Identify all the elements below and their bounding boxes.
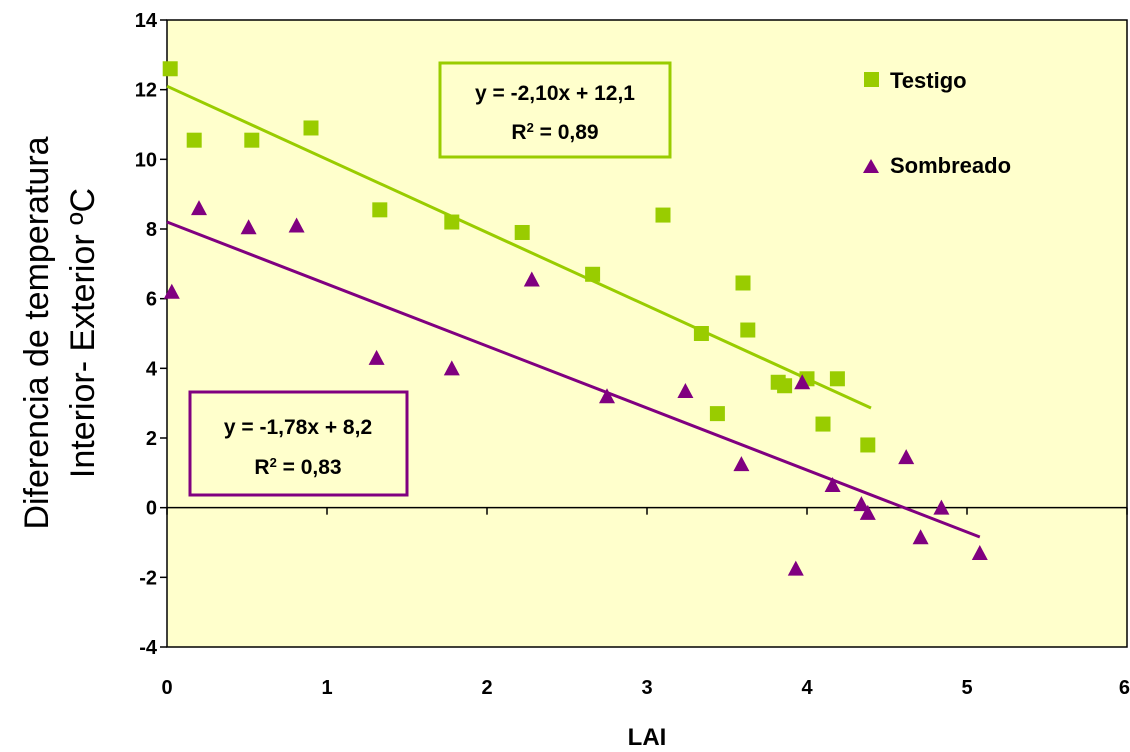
- point-testigo: [815, 416, 831, 432]
- point-testigo: [740, 322, 756, 338]
- trendline-testigo: [166, 84, 872, 410]
- point-testigo: [777, 378, 793, 394]
- y-tick-label: -2: [139, 567, 157, 589]
- legend-label-sombreado: Sombreado: [890, 153, 1011, 178]
- x-tick-label: 5: [961, 677, 972, 699]
- y-tick-label: -4: [139, 637, 158, 659]
- point-sombreado: [853, 496, 870, 512]
- equation-box-sombreado: y = -1,78x + 8,2 R2 = 0,83: [188, 390, 409, 497]
- point-sombreado: [191, 200, 207, 216]
- point-testigo: [735, 275, 751, 291]
- y-axis-title-line-1: Diferencia de temperatura: [18, 136, 56, 529]
- legend-label-testigo: Testigo: [890, 68, 967, 93]
- point-testigo: [186, 132, 202, 148]
- point-sombreado: [859, 504, 876, 520]
- point-sombreado: [288, 217, 305, 233]
- x-tick-label: 4: [801, 677, 813, 699]
- point-sombreado: [933, 499, 950, 515]
- point-sombreado: [787, 560, 804, 576]
- point-sombreado: [677, 382, 694, 398]
- point-testigo: [655, 207, 671, 223]
- equation-testigo: y = -2,10x + 12,1: [475, 82, 635, 105]
- x-axis-ticks: 0 1 2 3 4 5 6: [161, 507, 1130, 699]
- data-points: [162, 61, 988, 576]
- y-tick-label: 10: [135, 149, 157, 171]
- point-testigo: [860, 437, 876, 453]
- y-tick-label: 14: [135, 10, 158, 32]
- y-axis-ticks: -4 -2 0 2 4 6 8 10 12 14: [135, 10, 167, 659]
- point-testigo: [829, 371, 845, 387]
- x-tick-label: 0: [161, 677, 172, 699]
- point-testigo: [585, 266, 601, 282]
- point-sombreado: [599, 388, 615, 404]
- point-sombreado: [971, 544, 988, 560]
- y-tick-label: 6: [146, 289, 157, 311]
- x-tick-label: 3: [641, 677, 652, 699]
- y-tick-label: 2: [146, 428, 157, 450]
- legend: Testigo Sombreado: [863, 68, 1011, 178]
- point-sombreado: [523, 271, 540, 287]
- x-tick-label: 6: [1119, 677, 1130, 699]
- point-sombreado: [163, 283, 180, 299]
- point-sombreado: [368, 349, 385, 365]
- point-testigo: [162, 61, 178, 77]
- point-sombreado: [824, 477, 841, 493]
- plot-area: [166, 19, 1128, 648]
- point-testigo: [693, 326, 709, 341]
- point-testigo: [372, 202, 388, 218]
- x-tick-label: 1: [321, 677, 332, 699]
- y-axis-title-line-2: Interior- Exterior ºC: [64, 188, 102, 478]
- point-sombreado: [794, 374, 811, 390]
- point-sombreado: [240, 219, 257, 235]
- r2-sombreado: R2 = 0,83: [254, 455, 341, 480]
- point-sombreado: [898, 449, 915, 465]
- y-tick-label: 4: [146, 358, 158, 380]
- equation-box-testigo: y = -2,10x + 12,1 R2 = 0,89: [438, 61, 672, 159]
- equation-sombreado: y = -1,78x + 8,2: [224, 416, 372, 439]
- trendlines: [166, 84, 981, 539]
- y-axis-title: Diferencia de temperatura Interior- Exte…: [18, 136, 102, 529]
- y-tick-label: 12: [135, 80, 157, 102]
- y-tick-label: 8: [146, 219, 157, 241]
- y-tick-label: 0: [146, 498, 157, 520]
- point-testigo: [244, 132, 260, 148]
- legend-marker-testigo: [864, 72, 879, 87]
- point-testigo: [514, 224, 530, 240]
- point-testigo: [303, 120, 319, 136]
- point-sombreado: [733, 456, 750, 472]
- point-sombreado: [912, 529, 929, 545]
- x-axis-title: LAI: [628, 724, 667, 751]
- point-testigo: [444, 214, 460, 230]
- point-testigo: [709, 406, 725, 422]
- trendline-sombreado: [166, 220, 981, 539]
- legend-marker-sombreado: [863, 159, 879, 173]
- x-tick-label: 2: [481, 677, 492, 699]
- r2-testigo: R2 = 0,89: [511, 120, 598, 145]
- point-sombreado: [443, 360, 460, 376]
